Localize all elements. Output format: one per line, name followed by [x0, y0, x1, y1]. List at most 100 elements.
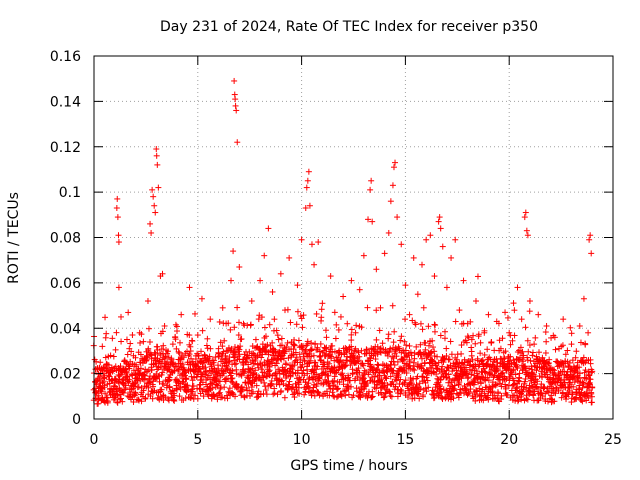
- y-tick-label: 0.1: [59, 185, 81, 201]
- data-point: [145, 347, 152, 354]
- data-point: [299, 361, 306, 368]
- data-point: [560, 316, 567, 323]
- data-point: [253, 382, 260, 389]
- data-point: [216, 378, 223, 385]
- data-point: [282, 348, 289, 355]
- data-point: [209, 385, 216, 392]
- data-point: [439, 243, 446, 250]
- data-point: [265, 225, 272, 232]
- data-point: [214, 396, 221, 403]
- data-point: [460, 277, 467, 284]
- data-point: [587, 232, 594, 239]
- data-point: [402, 282, 409, 289]
- data-point: [484, 346, 491, 353]
- data-point: [308, 339, 315, 346]
- data-point: [243, 384, 250, 391]
- data-point: [305, 380, 312, 387]
- data-point: [585, 329, 592, 336]
- data-point: [387, 345, 394, 352]
- data-point: [186, 332, 193, 339]
- data-point: [223, 392, 230, 399]
- data-point: [458, 350, 465, 357]
- data-point: [151, 349, 158, 356]
- data-point: [166, 376, 173, 383]
- data-point: [199, 327, 206, 334]
- data-point: [104, 398, 111, 405]
- data-point: [524, 357, 531, 364]
- data-point: [238, 335, 245, 342]
- data-point: [152, 350, 159, 357]
- data-point: [165, 395, 172, 402]
- x-tick-label: 10: [293, 432, 311, 448]
- data-point: [269, 359, 276, 366]
- data-point: [573, 348, 580, 355]
- data-point: [312, 359, 319, 366]
- data-point: [274, 332, 281, 339]
- data-point: [504, 314, 511, 321]
- data-point: [299, 346, 306, 353]
- data-point: [255, 364, 262, 371]
- data-point: [113, 388, 120, 395]
- data-point: [173, 345, 180, 352]
- data-point: [208, 380, 215, 387]
- data-point: [225, 388, 232, 395]
- data-point: [562, 351, 569, 358]
- data-point: [367, 186, 374, 193]
- data-point: [353, 322, 360, 329]
- data-point: [273, 360, 280, 367]
- data-point: [269, 339, 276, 346]
- data-point: [269, 288, 276, 295]
- data-point: [169, 360, 176, 367]
- y-tick-label: 0.06: [50, 276, 81, 292]
- data-point: [186, 394, 193, 401]
- data-point: [176, 339, 183, 346]
- data-point: [300, 312, 307, 319]
- data-point: [294, 282, 301, 289]
- data-point: [524, 232, 531, 239]
- data-point: [129, 331, 136, 338]
- data-point: [144, 353, 151, 360]
- data-point: [238, 372, 245, 379]
- data-point: [313, 366, 320, 373]
- data-point: [155, 184, 162, 191]
- data-point: [548, 399, 555, 406]
- data-point: [202, 369, 209, 376]
- data-point: [410, 254, 417, 261]
- data-point: [303, 363, 310, 370]
- data-point: [178, 311, 185, 318]
- data-point: [485, 311, 492, 318]
- data-point: [114, 195, 121, 202]
- data-point: [207, 316, 214, 323]
- data-point: [137, 339, 144, 346]
- data-point: [164, 348, 171, 355]
- data-point: [511, 332, 518, 339]
- data-point: [525, 348, 532, 355]
- data-point: [151, 202, 158, 209]
- data-point: [148, 367, 155, 374]
- data-point: [184, 382, 191, 389]
- data-point: [117, 313, 124, 320]
- data-point: [567, 324, 574, 331]
- data-point: [177, 385, 184, 392]
- data-point: [135, 396, 142, 403]
- data-point: [468, 352, 475, 359]
- data-point: [391, 361, 398, 368]
- data-point: [298, 364, 305, 371]
- data-point: [232, 349, 239, 356]
- x-tick-label: 25: [604, 432, 622, 448]
- data-point: [264, 357, 271, 364]
- data-point: [250, 371, 257, 378]
- data-point: [431, 328, 438, 335]
- data-point: [272, 369, 279, 376]
- data-point: [427, 232, 434, 239]
- data-point: [199, 379, 206, 386]
- data-point: [261, 344, 268, 351]
- data-point: [135, 383, 142, 390]
- data-point: [146, 379, 153, 386]
- data-point: [245, 375, 252, 382]
- data-point: [287, 319, 294, 326]
- data-point: [152, 375, 159, 382]
- data-point: [278, 387, 285, 394]
- data-point: [264, 341, 271, 348]
- data-point: [527, 357, 534, 364]
